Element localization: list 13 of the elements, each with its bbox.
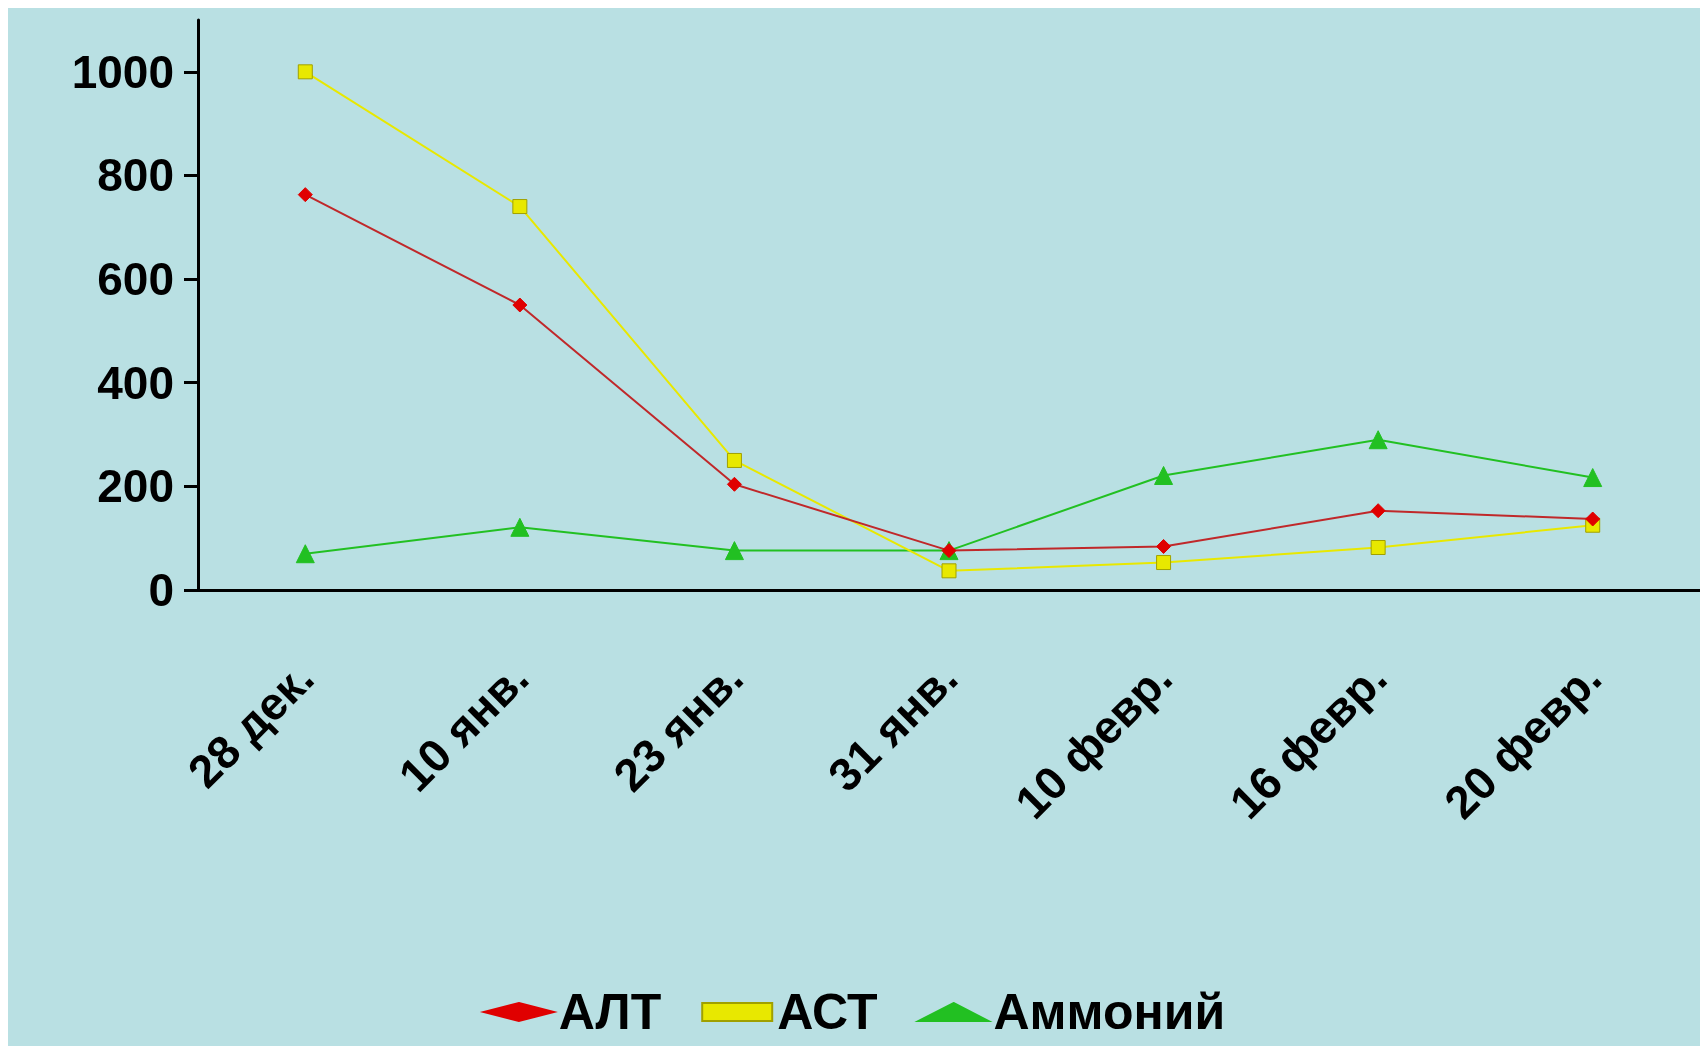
legend-label: Аммоний <box>993 984 1226 1040</box>
y-tick-label: 800 <box>97 149 174 202</box>
y-tick-label: 1000 <box>71 45 174 98</box>
y-tick-label: 200 <box>97 460 174 513</box>
legend-label: АСТ <box>777 984 878 1040</box>
x-tick-label: 28 дек. <box>177 651 324 798</box>
x-tick-label: 23 янв. <box>603 651 753 802</box>
x-tick-label: 10 янв. <box>388 651 539 802</box>
legend-label: АЛТ <box>558 984 662 1040</box>
y-tick-label: 0 <box>148 564 174 616</box>
y-tick-label: 600 <box>97 253 174 306</box>
y-tick-label: 400 <box>97 356 174 409</box>
x-tick-label: 31 янв. <box>817 651 968 802</box>
